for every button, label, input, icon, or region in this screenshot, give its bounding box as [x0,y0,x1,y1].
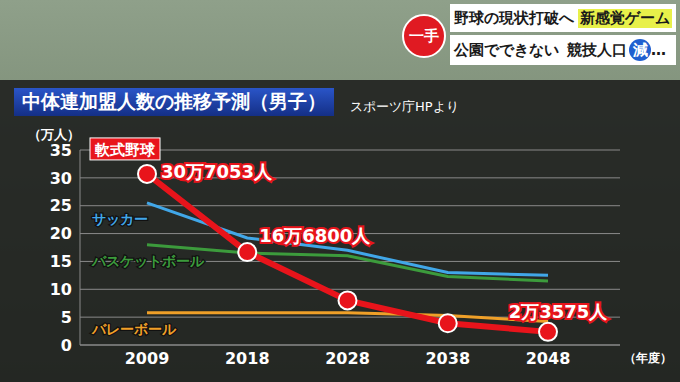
svg-text:30: 30 [50,169,72,188]
svg-text:20: 20 [50,224,72,243]
svg-text:2009: 2009 [125,349,170,368]
html-text:競技人口 減 …: 競技人口 減 … [567,40,666,59]
svg-text:15: 15 [50,252,72,271]
svg-text:2万3575人: 2万3575人 [509,301,609,322]
html-text:公園でできない: 公園でできない [454,40,559,59]
html-text:野球の現状打破へ 新感覚ゲーム: 野球の現状打破へ 新感覚ゲーム [454,8,670,27]
html-text:中体連加盟人数の推移予測（男子）: 中体連加盟人数の推移予測（男子） [22,90,326,112]
html-text:（年度）: （年度） [624,351,672,365]
svg-text:2038: 2038 [425,349,470,368]
svg-text:2048: 2048 [526,349,571,368]
svg-text:2028: 2028 [325,349,370,368]
html-text:（万人）: （万人） [28,127,80,142]
html-text:スポーツ庁HPより: スポーツ庁HPより [350,99,459,114]
svg-text:サッカー: サッカー [92,211,148,227]
svg-text:30万7053人: 30万7053人 [161,161,273,182]
svg-text:16万6800人: 16万6800人 [259,225,371,246]
svg-text:バスケットボール: バスケットボール [91,253,205,269]
svg-text:35: 35 [50,141,72,160]
svg-text:10: 10 [50,280,72,299]
svg-text:25: 25 [50,196,72,215]
svg-text:0: 0 [61,336,72,355]
svg-text:軟式野球: 軟式野球 [95,141,156,159]
svg-text:5: 5 [61,308,72,327]
html-text:一手: 一手 [409,26,439,45]
svg-text:バレーボール: バレーボール [91,321,177,337]
svg-text:2018: 2018 [225,349,270,368]
